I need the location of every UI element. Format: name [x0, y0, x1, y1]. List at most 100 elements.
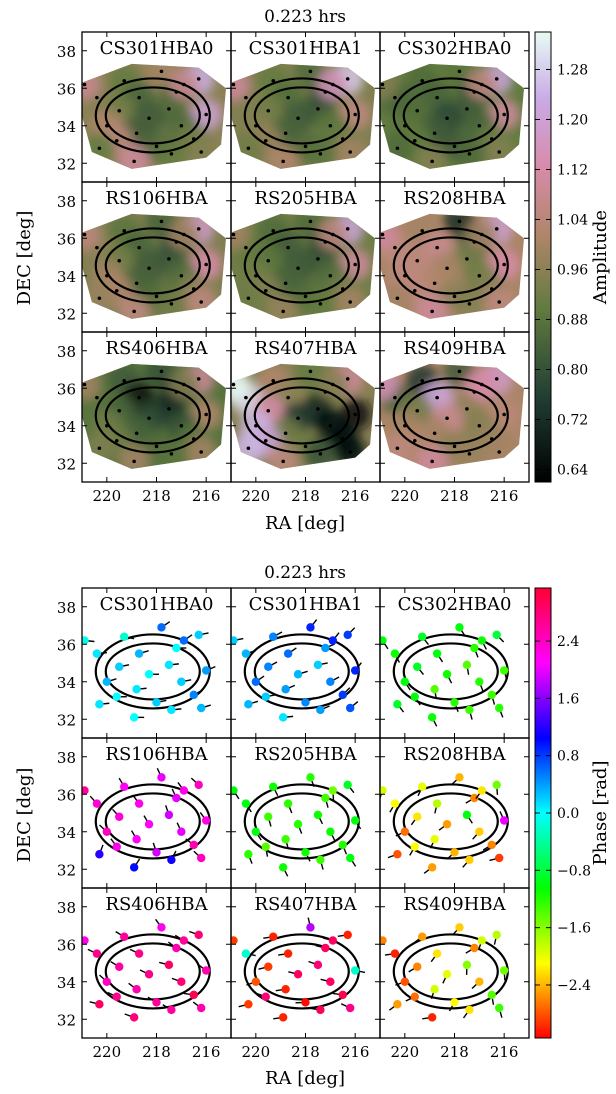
direction-point [452, 294, 457, 299]
phase-point [492, 630, 501, 640]
phase-point [129, 1013, 139, 1022]
y-tick-label: 34 [57, 118, 76, 136]
station-label: RS106HBA [105, 188, 208, 209]
direction-point [393, 95, 397, 100]
phase-colorbar: 2.4 1.6 0.8 0.0 −0.8 −1.6 −2.4 Phase [rad] [534, 587, 611, 1039]
phase-point [102, 677, 112, 686]
phase-point [95, 700, 104, 709]
phase-point [328, 936, 338, 945]
direction-point [179, 123, 184, 128]
phase-point [470, 643, 479, 653]
direction-point [303, 444, 308, 449]
y-tick-label: 36 [57, 636, 76, 654]
phase-point [393, 700, 402, 709]
direction-point [353, 112, 357, 117]
y-tick-label: 34 [57, 824, 76, 842]
x-tick-label: 218 [142, 487, 171, 505]
phase-point [343, 630, 352, 640]
phase-point [82, 636, 89, 645]
phase-point [413, 662, 422, 671]
direction-point [199, 300, 203, 304]
phase-point [269, 932, 278, 941]
phase-point [132, 985, 141, 994]
direction-point [308, 369, 313, 374]
direction-point [412, 288, 417, 293]
x-tick-label: 220 [242, 1043, 271, 1061]
station-label: CS301HBA1 [249, 594, 363, 615]
direction-point [281, 459, 285, 464]
beam-ellipse-outer [94, 377, 211, 454]
direction-point [154, 144, 159, 149]
direction-point [137, 95, 141, 100]
phase-point [326, 977, 335, 986]
phase-point [316, 855, 325, 865]
phase-point [338, 840, 347, 850]
direction-point [420, 378, 425, 383]
phase-point [400, 827, 410, 836]
direction-point [435, 95, 439, 100]
phase-point [418, 932, 427, 941]
direction-point [204, 262, 208, 267]
station-panel: RS406HBA 38 36 34 32 220 218 216 [57, 331, 232, 505]
direction-point [231, 382, 236, 387]
direction-point [308, 219, 313, 224]
colorbar-tick-label: 0.80 [557, 363, 588, 379]
y-axis-label: DEC [deg] [14, 211, 35, 306]
beam-ellipse-inner [402, 386, 499, 445]
beam-ellipse-outer [94, 227, 211, 304]
direction-point [318, 452, 323, 456]
x-tick-label: 220 [93, 487, 122, 505]
colorbar-tick-label: 0.88 [557, 313, 588, 329]
direction-point [117, 408, 122, 413]
direction-point [266, 258, 271, 263]
direction-point [286, 245, 290, 250]
beam-ellipse-outer [392, 377, 509, 454]
phase-point [450, 998, 459, 1007]
direction-point [477, 273, 482, 278]
phase-point [418, 632, 427, 641]
phase-point [261, 842, 270, 851]
phase-point [393, 850, 402, 859]
colorbar-tick-label: 1.28 [557, 63, 588, 79]
direction-point [345, 377, 350, 381]
phase-point [499, 666, 509, 675]
direction-point [199, 450, 203, 454]
direction-point [328, 273, 333, 278]
direction-point [159, 369, 164, 374]
direction-point [263, 288, 268, 293]
direction-point [345, 77, 350, 81]
direction-point [283, 431, 288, 436]
y-tick-label: 36 [57, 936, 76, 954]
x-tick-label: 216 [192, 1043, 221, 1061]
phase-point [102, 977, 112, 986]
direction-point [296, 416, 300, 421]
phase-point [102, 827, 112, 836]
direction-point [415, 258, 420, 263]
phase-point [293, 820, 303, 829]
direction-point [204, 112, 208, 117]
phase-point [144, 820, 154, 829]
station-panel: RS205HBA [230, 737, 381, 889]
direction-point [435, 395, 439, 400]
phase-point [283, 649, 293, 658]
colorbar-tick-label: 1.04 [557, 213, 588, 229]
beam-ellipse-inner [104, 792, 201, 851]
direction-point [196, 227, 201, 231]
phase-point [129, 713, 139, 722]
phase-point [442, 670, 452, 679]
phase-point [177, 677, 186, 686]
direction-point [271, 228, 276, 233]
direction-point [452, 444, 457, 449]
colorbar-gradient [534, 31, 552, 483]
y-tick-label: 34 [57, 974, 76, 992]
phase-point [241, 949, 251, 958]
direction-point [348, 300, 353, 304]
direction-point [328, 123, 333, 128]
phase-point [164, 810, 174, 820]
direction-point [132, 159, 136, 164]
phase-point [316, 1005, 325, 1015]
colorbar-tick-label: 0.96 [557, 263, 588, 279]
direction-point [266, 408, 271, 413]
phase-point [129, 863, 139, 872]
phase-point [120, 782, 129, 791]
